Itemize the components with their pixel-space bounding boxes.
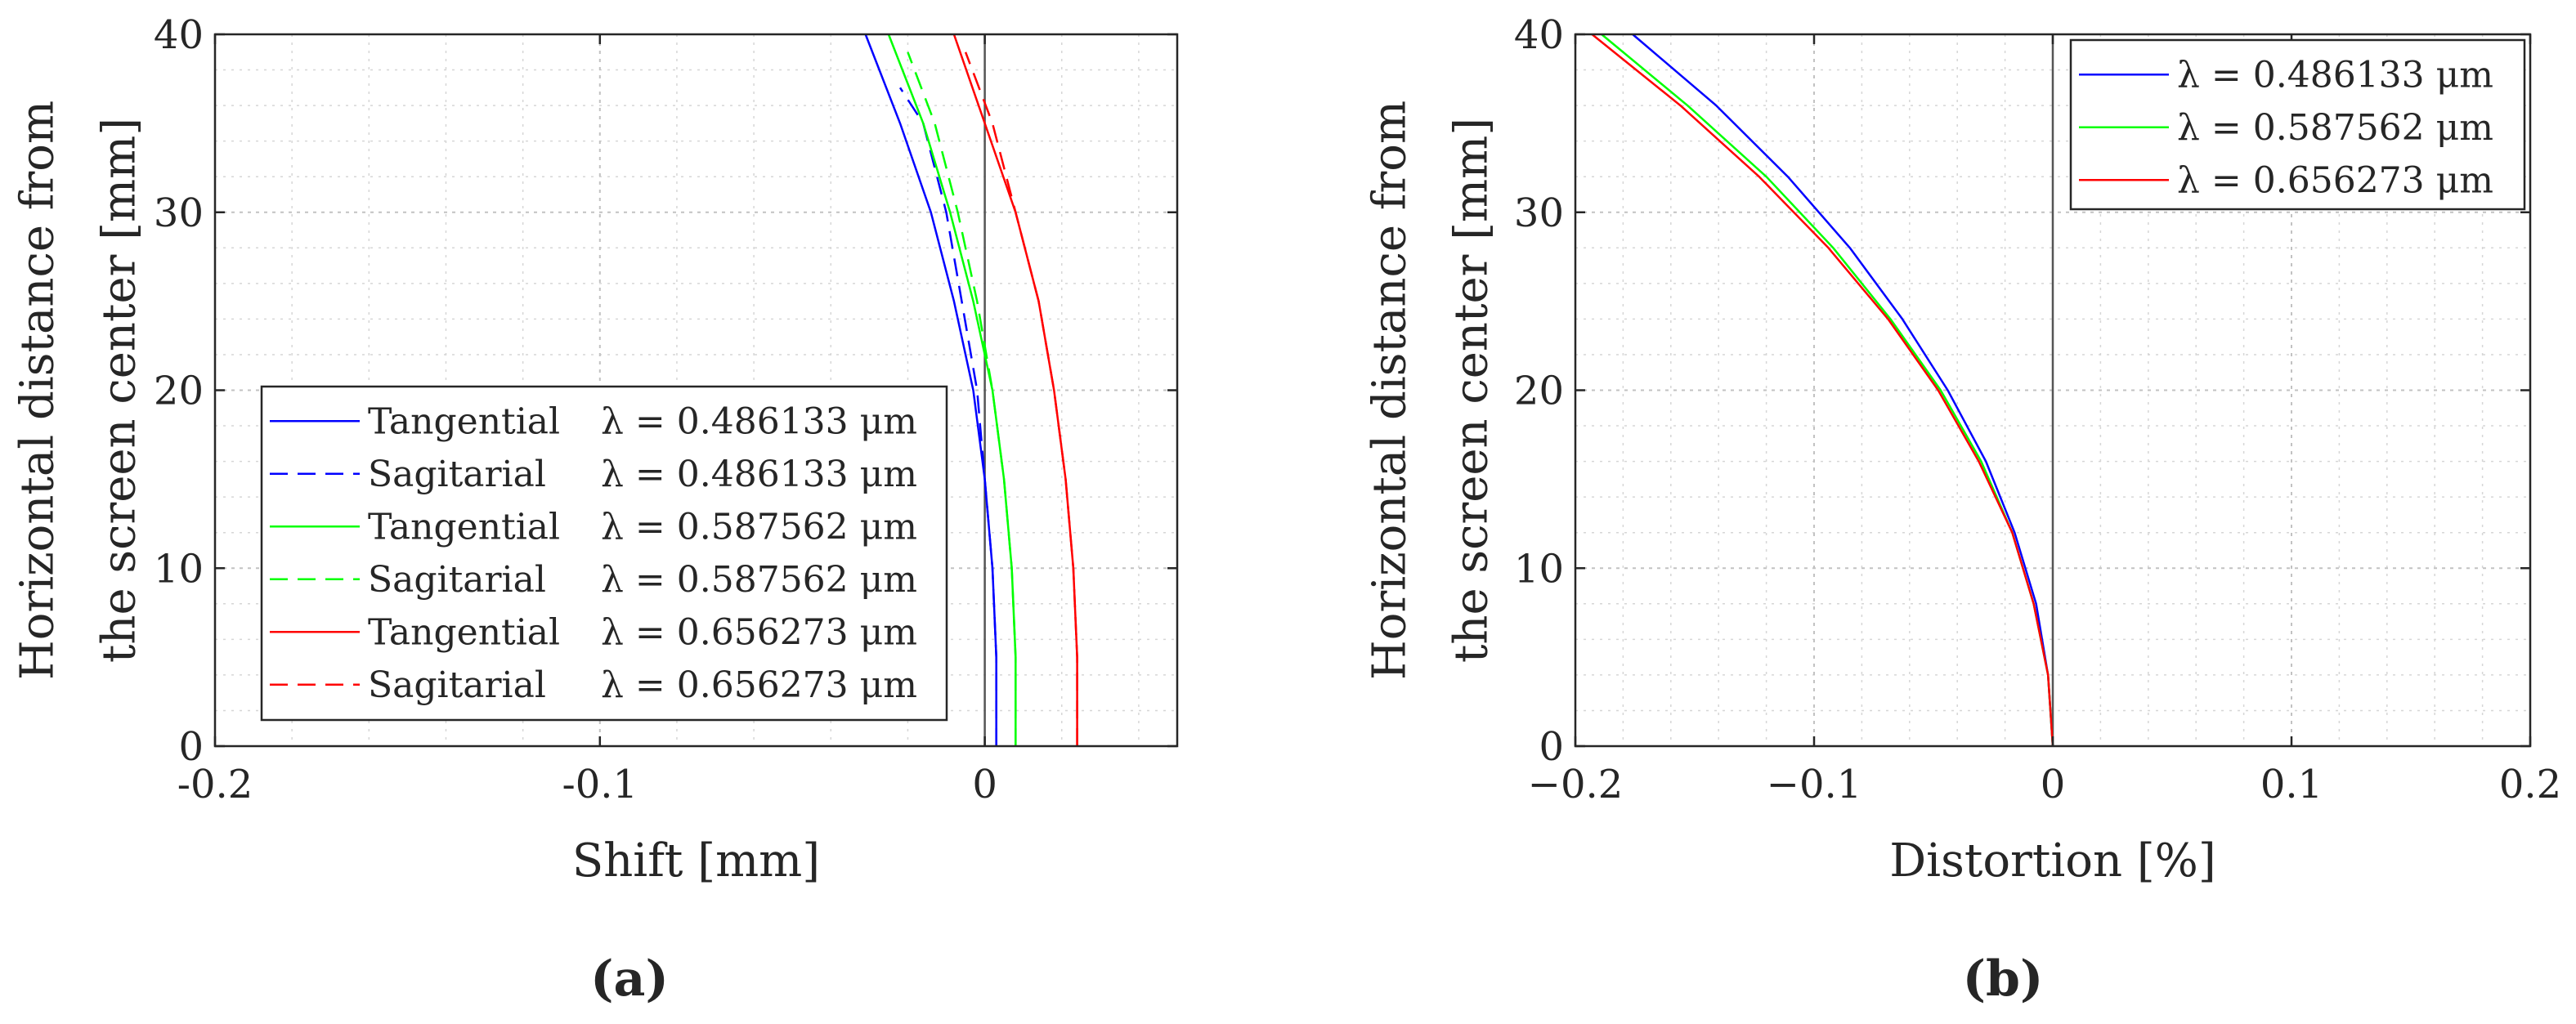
panel-a-shift-chart: -0.2 -0.1 0 0 10 20 30 40 Shift [mm] Horizontal d… [11,12,1179,1008]
chart0-legend-lambda-1: λ = 0.486133 μm [601,454,917,495]
chart0-y-tick-label: 30 [154,190,204,236]
chart0-legend: Tangential λ = 0.486133 μm Sagitarial λ = 0… [260,385,948,722]
chart1-y-tick-label: 10 [1514,546,1564,592]
chart1-legend: λ = 0.486133 μm λ = 0.587562 μm λ = 0.6562… [2069,38,2526,211]
chart1-x-tick-label: 0.2 [2499,762,2561,807]
chart0-legend-lambda-0: λ = 0.486133 μm [601,400,917,442]
chart1-legend-label-0: λ = 0.486133 μm [2177,54,2493,96]
chart0-series-line-5 [964,51,1078,746]
chart0-legend-label-4: Tangential [368,611,560,653]
chart1-x-tick-label: 0 [2041,762,2066,807]
chart0-legend-label-3: Sagitarial [368,559,546,601]
chart0-legend-lambda-3: λ = 0.587562 μm [601,559,917,601]
chart1-panel-label: (b) [1963,950,2044,1008]
chart1-y-tick-label: 30 [1514,190,1564,236]
chart0-legend-lambda-4: λ = 0.656273 μm [601,611,917,653]
chart0-y-tick-label: 0 [178,724,204,770]
chart0-x-tick-label: -0.2 [177,762,253,807]
chart0-x-axis-label: Shift [mm] [572,834,820,888]
chart1-y-axis-label-line-2: the screen center [mm] [1445,118,1499,663]
chart0-legend-label-2: Tangential [368,506,560,548]
chart1-x-tick-label: −0.2 [1528,762,1624,807]
chart1-y-tick-label: 20 [1514,369,1564,414]
chart1-x-tick-label: 0.1 [2260,762,2323,807]
chart0-y-tick-label: 10 [154,546,204,592]
chart0-x-tick-label: -0.1 [562,762,638,807]
chart0-y-tick-label: 20 [154,369,204,414]
chart0-y-tick-label: 40 [154,12,204,58]
panel-b-distortion-chart: −0.2 −0.1 0 0.1 0.2 0 10 20 30 40 Distortion [%] Ho… [1364,12,2562,1008]
chart0-legend-lambda-5: λ = 0.656273 μm [601,664,917,706]
chart0-panel-label: (a) [590,950,669,1008]
chart1-y-tick-label: 40 [1514,12,1564,58]
chart0-series-line-1 [898,87,997,746]
chart1-y-tick-label: 0 [1539,724,1564,770]
chart1-series-line-0 [1632,34,2054,747]
chart1-series-line-2 [1591,34,2054,747]
chart0-legend-lambda-2: λ = 0.587562 μm [601,506,917,548]
chart1-legend-label-1: λ = 0.587562 μm [2177,107,2493,149]
chart1-legend-label-2: λ = 0.656273 μm [2177,159,2493,201]
chart0-series-line-3 [907,51,1017,746]
chart1-x-tick-label: −0.1 [1767,762,1862,807]
chart0-legend-label-5: Sagitarial [368,664,546,706]
chart0-x-tick-label: 0 [972,762,997,807]
chart0-y-axis-label-line-2: the screen center [mm] [93,118,146,663]
chart0-y-axis-label-line-1: Horizontal distance from [11,101,65,680]
chart0-legend-label-0: Tangential [368,400,560,442]
chart0-legend-box [260,385,948,722]
chart1-y-axis-label-line-1: Horizontal distance from [1364,101,1417,680]
chart1-x-axis-label: Distortion [%] [1889,834,2215,888]
chart0-legend-label-1: Sagitarial [368,454,546,495]
